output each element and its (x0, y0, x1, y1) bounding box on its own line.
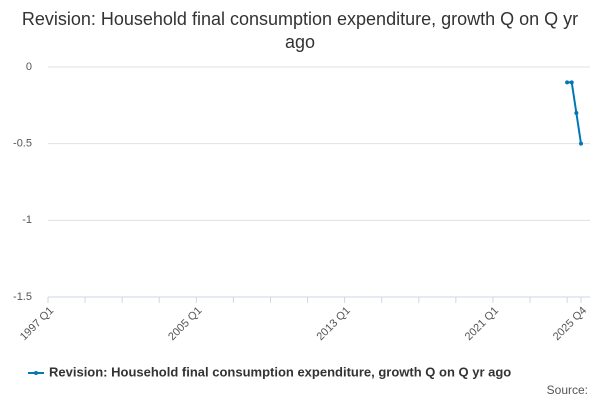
x-tick-label: 2021 Q1 (463, 305, 501, 343)
point (574, 111, 579, 115)
y-tick-label: 0 (26, 61, 32, 73)
point (569, 80, 574, 85)
y-tick-label: -1 (22, 214, 32, 226)
y-tick-label: -1.5 (13, 291, 32, 303)
point (565, 80, 570, 85)
x-tick-label: 2025 Q4 (551, 305, 589, 343)
legend-dot (34, 371, 38, 375)
x-tick-label: 1997 Q1 (18, 305, 56, 343)
x-tick-label: 2005 Q1 (166, 305, 204, 343)
chart-title: Revision: Household final consumption ex… (21, 9, 579, 52)
y-tick-label: -0.5 (13, 138, 32, 150)
point (579, 141, 583, 146)
legend-label: Revision: Household final consumption ex… (49, 364, 511, 379)
x-tick-label: 2013 Q1 (314, 305, 352, 343)
line (567, 81, 582, 144)
source: Source: (547, 383, 588, 397)
